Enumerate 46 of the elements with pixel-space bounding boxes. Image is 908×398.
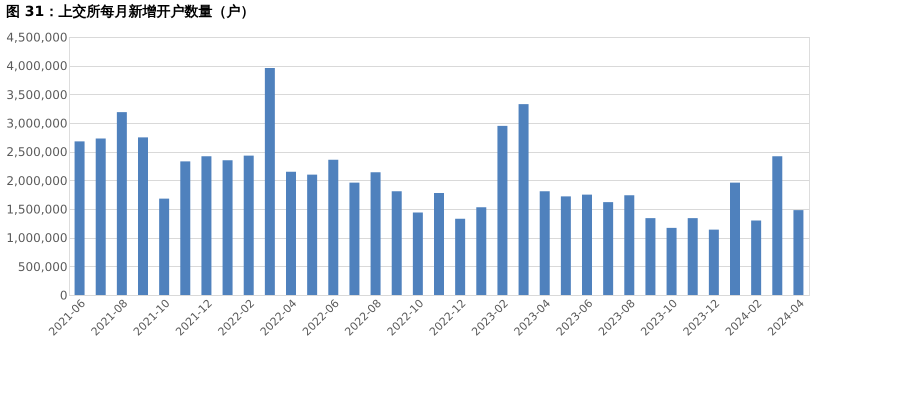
bar <box>497 126 508 295</box>
bar <box>560 196 571 295</box>
bar <box>455 218 466 295</box>
y-tick-label: 2,500,000 <box>6 145 68 160</box>
y-tick-label: 4,000,000 <box>6 59 68 74</box>
bar <box>349 182 360 295</box>
bar <box>772 156 782 295</box>
bar <box>180 161 190 295</box>
bar <box>138 137 148 295</box>
bar <box>666 228 677 295</box>
bar <box>476 207 486 295</box>
bar <box>412 212 423 295</box>
bar <box>645 218 656 295</box>
bar <box>708 230 719 295</box>
chart-title: 图 31：上交所每月新增开户数量（户） <box>6 3 254 20</box>
bar <box>159 198 170 295</box>
bar <box>370 172 381 295</box>
bar <box>518 104 529 295</box>
bar <box>434 192 444 295</box>
bar <box>688 218 698 295</box>
y-tick-label: 3,000,000 <box>6 116 68 130</box>
y-tick-label: 3,500,000 <box>6 88 68 102</box>
y-tick-label: 1,500,000 <box>6 202 68 216</box>
bar <box>582 194 592 295</box>
y-tick-label: 1,000,000 <box>6 231 68 246</box>
bar <box>730 182 740 295</box>
y-tick-label: 4,500,000 <box>6 30 68 44</box>
bar <box>751 220 762 295</box>
bar <box>392 191 402 295</box>
bar <box>603 202 614 295</box>
bar <box>286 172 296 295</box>
bar <box>244 156 254 295</box>
y-tick-label: 2,000,000 <box>6 174 68 188</box>
bar <box>540 191 550 295</box>
y-tick-label: 500,000 <box>18 260 68 274</box>
bar <box>74 141 85 295</box>
bar <box>328 160 338 295</box>
bar <box>264 68 275 295</box>
bar <box>116 112 127 295</box>
bar <box>793 210 804 295</box>
bar <box>624 195 634 295</box>
y-tick-label: 0 <box>60 288 68 302</box>
bar <box>201 156 212 295</box>
bar <box>222 160 233 295</box>
bar <box>307 174 318 295</box>
bar <box>96 138 106 295</box>
